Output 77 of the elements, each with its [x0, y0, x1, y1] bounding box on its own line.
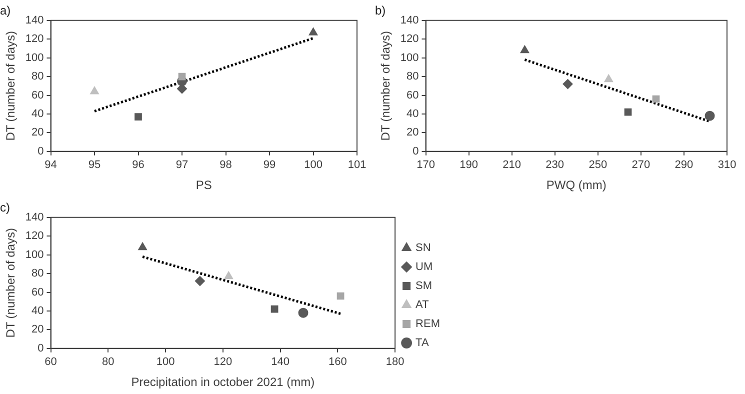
y-tick-label: 120 [25, 230, 44, 242]
x-tick-label: 140 [271, 356, 290, 368]
y-tick-label: 140 [25, 14, 44, 26]
y-tick-label: 40 [32, 108, 44, 120]
y-axis-title: DT (number of days) [4, 30, 18, 141]
x-tick-label: 270 [632, 159, 650, 172]
point [704, 110, 715, 121]
x-tick-label: 290 [674, 159, 694, 172]
y-tick-label: 60 [32, 286, 44, 298]
legend-label: UM [416, 261, 433, 274]
legend-label: REM [416, 318, 440, 330]
x-tick-label: 96 [132, 159, 144, 172]
y-tick-label: 40 [32, 305, 44, 318]
point [336, 292, 344, 300]
x-tick-label: 94 [44, 159, 57, 172]
y-tick-label: 0 [38, 342, 44, 354]
x-tick-label: 100 [304, 159, 322, 172]
point [604, 74, 614, 82]
x-tick-label: 160 [328, 356, 347, 368]
point [308, 28, 318, 36]
x-tick-label: 95 [88, 159, 101, 172]
y-tick-label: 0 [412, 145, 419, 158]
point [194, 276, 205, 286]
x-tick-label: 97 [176, 159, 188, 172]
y-tick-label: 20 [32, 126, 44, 139]
y-tick-label: 20 [32, 324, 44, 336]
point [134, 113, 142, 120]
x-axis-title: Precipitation in october 2021 (mm) [131, 375, 315, 390]
y-tick-label: 60 [406, 89, 419, 102]
y-tick-label: 140 [400, 14, 419, 26]
y-tick-label: 40 [406, 108, 419, 120]
x-axis-title: PS [196, 178, 212, 192]
chart-title: a) [0, 4, 11, 18]
legend-label: SM [416, 280, 432, 292]
y-tick-label: 100 [25, 248, 44, 261]
legend-label: SN [416, 242, 431, 254]
x-tick-label: 170 [416, 159, 435, 172]
x-tick-label: 190 [460, 159, 478, 172]
x-tick-label: 180 [386, 356, 404, 368]
y-tick-label: 120 [400, 33, 419, 46]
point [520, 45, 530, 54]
x-tick-label: 100 [156, 356, 175, 368]
y-tick-label: 80 [406, 70, 419, 83]
y-axis-title: DT (number of days) [4, 228, 18, 338]
point [90, 86, 99, 94]
point [138, 242, 147, 250]
legend-label: TA [416, 337, 430, 350]
y-tick-label: 100 [400, 52, 419, 64]
y-tick-label: 80 [32, 70, 44, 83]
x-tick-label: 230 [546, 159, 564, 172]
point [178, 72, 186, 80]
x-tick-label: 310 [718, 159, 736, 172]
x-tick-label: 99 [263, 159, 276, 172]
legend-label: AT [416, 299, 430, 312]
chart-title: b) [375, 4, 386, 18]
y-tick-label: 20 [406, 126, 419, 139]
x-tick-label: 98 [220, 159, 232, 172]
chart-title: c) [0, 200, 10, 215]
x-tick-label: 120 [214, 356, 232, 368]
x-tick-label: 80 [102, 356, 114, 368]
point [652, 95, 660, 103]
x-tick-label: 101 [348, 159, 366, 172]
y-tick-label: 60 [32, 89, 44, 102]
y-tick-label: 100 [25, 52, 44, 64]
y-tick-label: 80 [32, 268, 44, 280]
x-tick-label: 250 [588, 159, 608, 172]
x-tick-label: 210 [502, 159, 522, 172]
x-axis-title: PWQ (mm) [546, 178, 606, 192]
point [224, 271, 234, 280]
point [624, 108, 632, 116]
y-tick-label: 120 [25, 33, 44, 46]
point [298, 308, 308, 318]
point [270, 305, 278, 313]
y-tick-label: 140 [25, 211, 44, 224]
y-axis-title: DT (number of days) [378, 30, 393, 141]
y-tick-label: 0 [38, 145, 44, 158]
point [562, 79, 573, 90]
